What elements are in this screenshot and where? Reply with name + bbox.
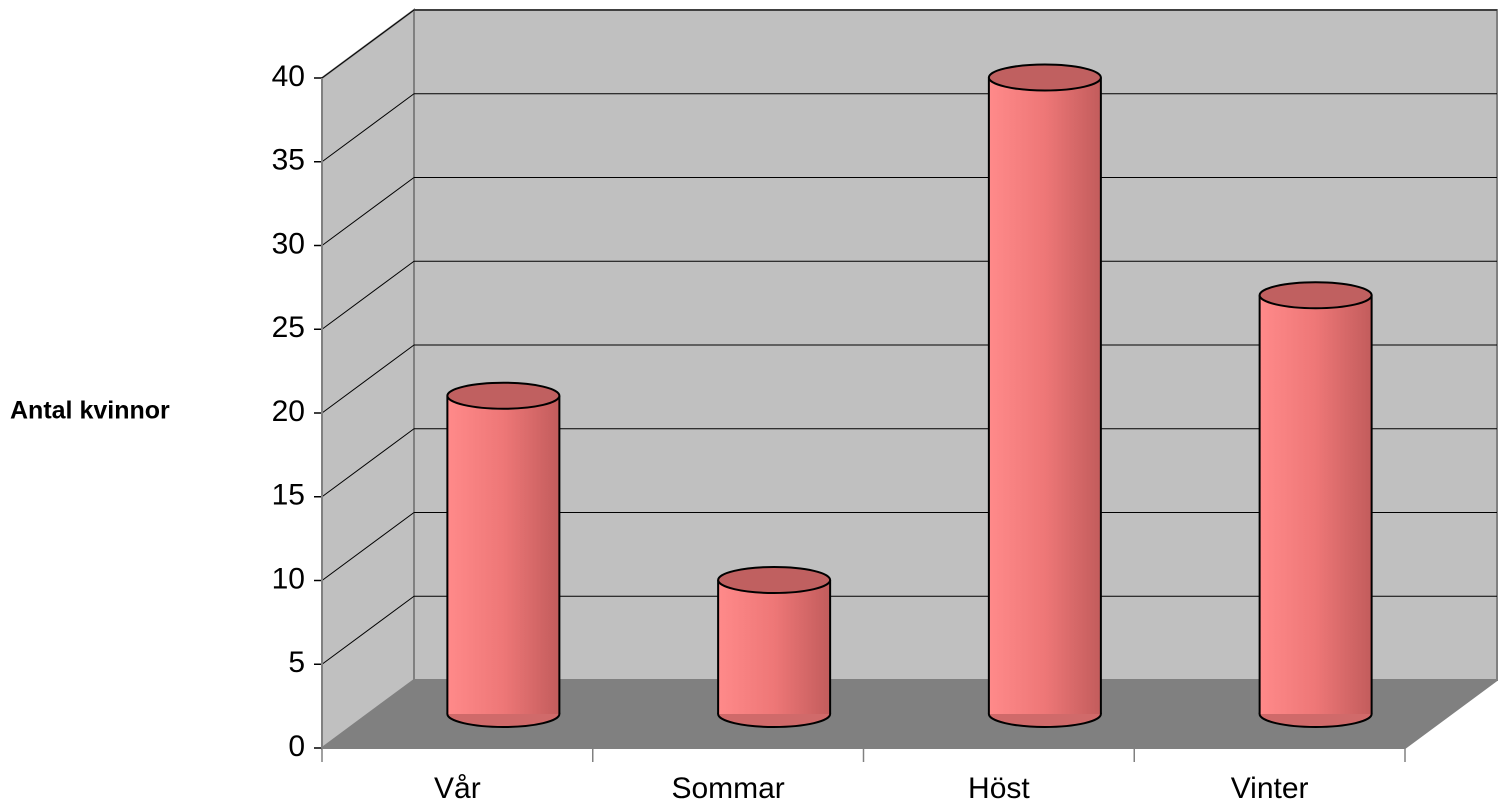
- grid-line: [321, 9, 415, 79]
- grid-line: [321, 512, 415, 581]
- grid-line: [321, 93, 415, 163]
- bar-top: [987, 63, 1102, 92]
- bar-top: [446, 381, 561, 410]
- grid-line: [321, 344, 415, 414]
- y-tick-label: 20: [272, 395, 305, 428]
- floor: [322, 680, 1497, 748]
- grid-line: [321, 428, 415, 498]
- grid-line: [321, 595, 415, 665]
- bar-top: [717, 566, 832, 594]
- y-tick-label: 40: [272, 60, 305, 93]
- bar: [1259, 295, 1372, 714]
- y-tick-label: 5: [288, 646, 305, 679]
- x-tick-label: Vinter: [1231, 772, 1309, 805]
- y-tick-label: 15: [272, 479, 305, 512]
- bar-top: [1258, 281, 1373, 310]
- y-tick-label: 0: [288, 730, 305, 763]
- y-tick-label: 35: [272, 144, 305, 177]
- bar: [988, 77, 1101, 714]
- grid-line: [321, 260, 415, 330]
- y-axis-label: Antal kvinnor: [10, 397, 170, 425]
- x-tick-label: Höst: [968, 772, 1030, 805]
- grid-line: [321, 177, 415, 246]
- y-tick-label: 30: [272, 227, 305, 260]
- x-tick-label: Vår: [434, 772, 481, 805]
- bar: [447, 395, 560, 714]
- x-axis-depth: [1404, 679, 1498, 749]
- y-tick-label: 25: [272, 311, 305, 344]
- bar: [718, 580, 831, 714]
- y-tick-label: 10: [272, 562, 305, 595]
- x-tick-label: Sommar: [671, 772, 784, 805]
